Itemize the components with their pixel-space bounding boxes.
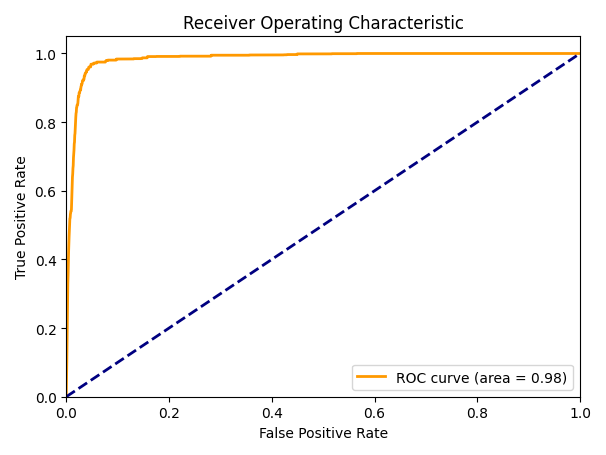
ROC curve (area = 0.98) bbox=[467, 52, 474, 57]
Line: ROC curve (area = 0.98): ROC curve (area = 0.98) bbox=[66, 55, 580, 395]
ROC curve (area = 0.98) bbox=[561, 52, 568, 57]
Y-axis label: True Positive Rate: True Positive Rate bbox=[15, 155, 29, 279]
Title: Receiver Operating Characteristic: Receiver Operating Characteristic bbox=[182, 15, 464, 33]
ROC curve (area = 0.98) bbox=[353, 52, 361, 57]
ROC curve (area = 0.98) bbox=[562, 52, 569, 57]
ROC curve (area = 0.98) bbox=[89, 62, 96, 68]
X-axis label: False Positive Rate: False Positive Rate bbox=[259, 426, 388, 440]
ROC curve (area = 0.98) bbox=[313, 52, 320, 57]
ROC curve (area = 0.98) bbox=[299, 52, 306, 57]
Legend: ROC curve (area = 0.98): ROC curve (area = 0.98) bbox=[352, 365, 573, 390]
ROC curve (area = 0.98) bbox=[576, 52, 584, 57]
ROC curve (area = 0.98) bbox=[62, 392, 70, 398]
